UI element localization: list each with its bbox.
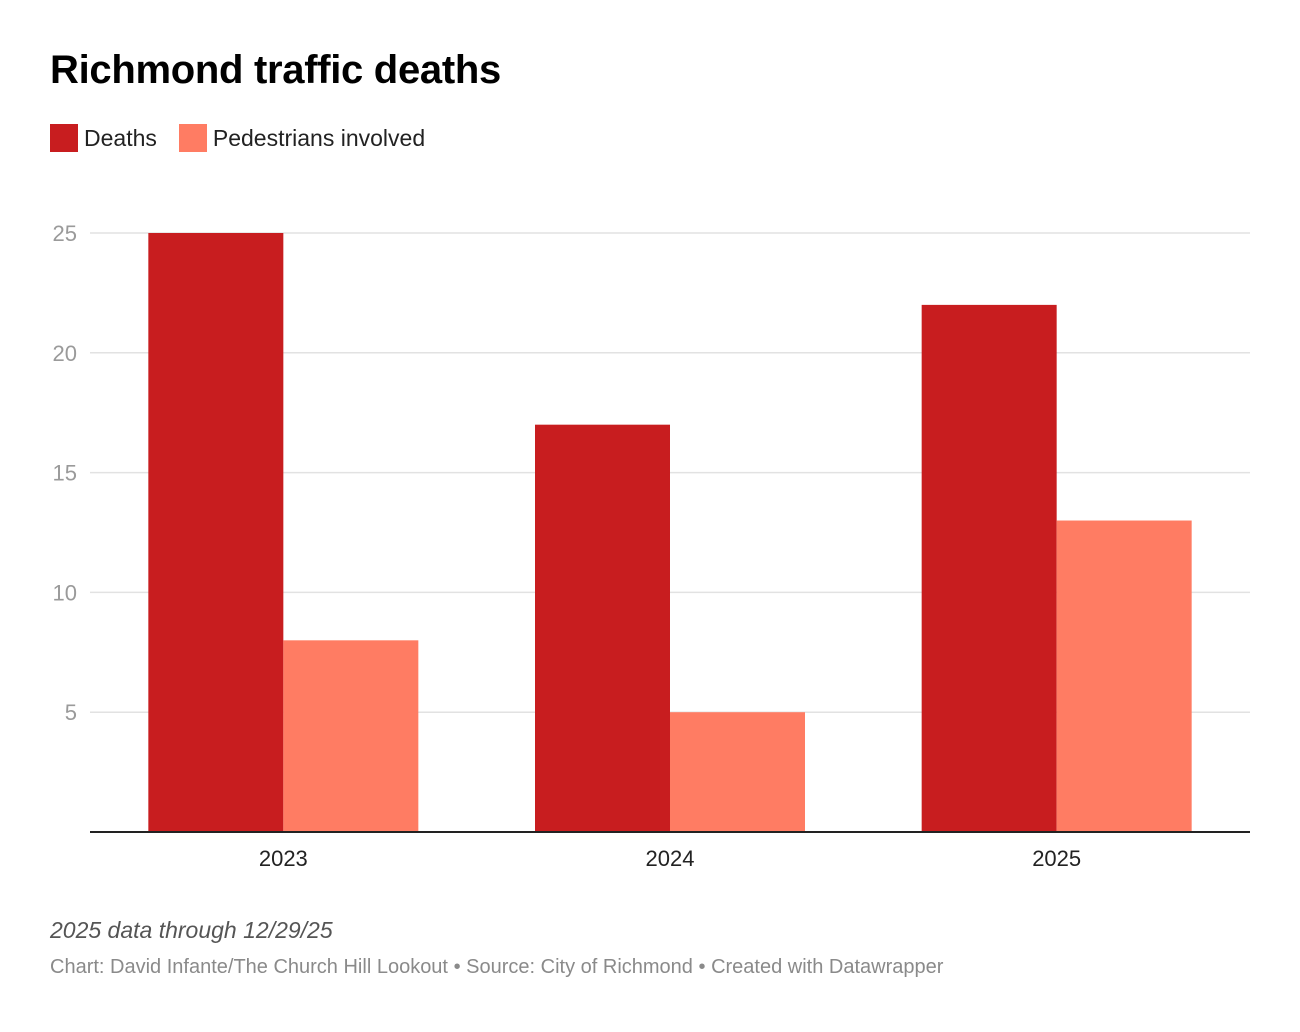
y-tick-label: 10 bbox=[53, 580, 77, 605]
legend-swatch-deaths bbox=[50, 124, 78, 152]
bar-pedestrians-involved bbox=[283, 640, 419, 832]
footer-separator: • bbox=[698, 956, 706, 978]
legend-swatch-pedestrians bbox=[178, 124, 207, 152]
legend-item-deaths: Deaths bbox=[50, 124, 157, 152]
bar-pedestrians-involved bbox=[1056, 520, 1192, 832]
footer-created-with: Created with Datawrapper bbox=[711, 956, 944, 978]
chart-footer: Chart: David Infante/The Church Hill Loo… bbox=[50, 956, 943, 979]
legend: Deaths Pedestrians involved bbox=[50, 124, 447, 152]
x-tick-label: 2025 bbox=[1032, 846, 1081, 871]
y-tick-label: 5 bbox=[65, 700, 77, 725]
footer-chart-label: Chart: bbox=[50, 956, 105, 978]
chart-title: Richmond traffic deaths bbox=[50, 48, 501, 92]
bar-pedestrians-involved bbox=[670, 712, 805, 832]
footer-separator: • bbox=[453, 956, 461, 978]
y-tick-label: 20 bbox=[53, 341, 77, 366]
x-tick-label: 2024 bbox=[646, 846, 695, 871]
footer-source-label: Source: bbox=[466, 956, 536, 978]
legend-label-pedestrians: Pedestrians involved bbox=[212, 124, 426, 151]
bar-deaths bbox=[148, 233, 284, 832]
legend-item-pedestrians: Pedestrians involved bbox=[178, 124, 426, 152]
footer-source: City of Richmond bbox=[540, 956, 693, 978]
x-tick-label: 2023 bbox=[259, 846, 308, 871]
chart-notes: 2025 data through 12/29/25 bbox=[50, 917, 333, 943]
bar-deaths bbox=[535, 424, 670, 832]
footer-author: David Infante/The Church Hill Lookout bbox=[110, 956, 448, 978]
y-tick-label: 25 bbox=[53, 221, 77, 246]
y-tick-label: 15 bbox=[53, 461, 77, 486]
bar-deaths bbox=[921, 304, 1057, 832]
legend-label-deaths: Deaths bbox=[84, 124, 157, 151]
